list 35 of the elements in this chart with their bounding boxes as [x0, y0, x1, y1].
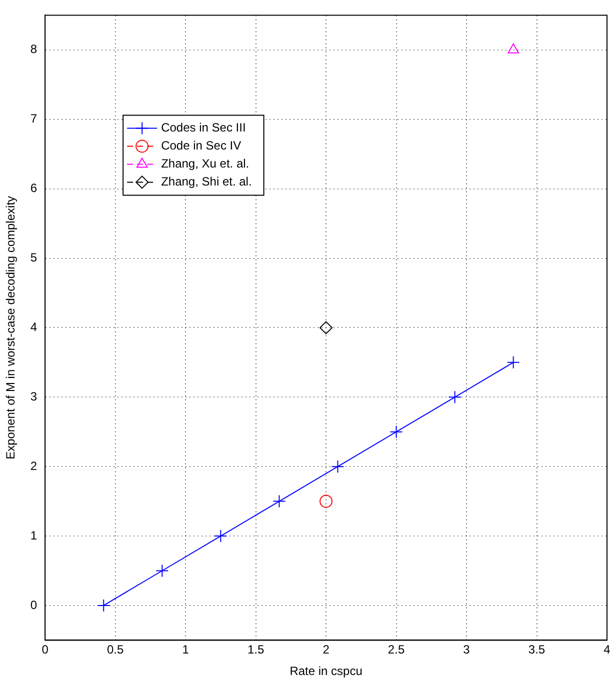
y-tick-label: 6 [30, 181, 38, 196]
legend-label: Zhang, Xu et. al. [161, 156, 250, 171]
point [506, 356, 520, 369]
x-tick-label: 3.5 [528, 642, 546, 657]
y-tick-label: 4 [30, 320, 38, 334]
point [320, 321, 333, 334]
point [508, 43, 520, 54]
x-tick-label: 2.5 [388, 642, 405, 657]
point [97, 598, 110, 612]
x-tick-label: 0.5 [106, 642, 124, 657]
x-tick-label: 1 [182, 642, 190, 657]
x-tick-label: 0 [42, 642, 49, 657]
point [448, 390, 462, 404]
legend-label: Code in Sec IV [161, 138, 242, 153]
point [272, 494, 286, 508]
x-tick-label: 2 [322, 642, 330, 657]
y-tick-label: 2 [30, 458, 38, 473]
point [156, 564, 169, 578]
y-tick-label: 8 [30, 42, 38, 56]
y-tick-label: 5 [30, 250, 38, 265]
x-tick-label: 4 [604, 642, 611, 657]
x-tick-label: 3 [463, 642, 470, 657]
legend-label: Zhang, Shi et. al. [161, 174, 252, 189]
point [214, 530, 228, 543]
y-tick-label: 3 [30, 389, 38, 404]
point [320, 494, 333, 508]
x-axis-title: Rate in cspcu [290, 664, 362, 678]
y-tick-label: 7 [30, 112, 38, 126]
y-axis-title: Exponent of M in worst-case decoding complexity [4, 196, 18, 460]
legend-label: Codes in Sec III [161, 120, 246, 135]
point [390, 425, 403, 438]
point [331, 460, 344, 474]
x-tick-label: 1.5 [247, 642, 264, 657]
y-tick-label: 1 [30, 528, 38, 542]
y-tick-label: 0 [30, 598, 38, 612]
